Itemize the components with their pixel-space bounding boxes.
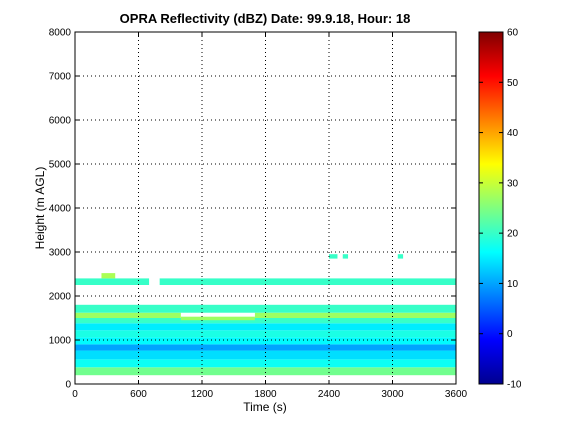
colorbar-tick-label: 60 — [507, 28, 519, 39]
reflectivity-cell — [75, 350, 456, 360]
colorbar-tick-label: 10 — [507, 279, 519, 290]
reflectivity-cell — [159, 278, 456, 285]
reflectivity-cell — [75, 367, 456, 376]
reflectivity-cell — [75, 323, 456, 331]
x-tick-label: 3600 — [445, 389, 468, 400]
x-tick-label: 0 — [72, 389, 78, 400]
colorbar-tick-label: 40 — [507, 128, 519, 139]
colorbar-tick-label: 50 — [507, 78, 519, 89]
y-tick-label: 4000 — [49, 204, 72, 215]
reflectivity-cell — [75, 278, 150, 285]
y-axis-ticks: 0 1000 2000 3000 4000 5000 6000 7000 8000 — [49, 28, 456, 391]
colorbar-tick-label: -10 — [507, 380, 522, 391]
y-tick-label: 0 — [65, 380, 71, 391]
reflectivity-cell — [254, 312, 456, 318]
colorbar-tick-label: 0 — [507, 329, 513, 340]
colorbar — [478, 31, 504, 385]
x-axis-ticks: 0 600 1200 1800 2400 3000 3600 — [72, 32, 468, 400]
reflectivity-cell — [75, 312, 181, 318]
y-tick-label: 5000 — [49, 160, 72, 171]
x-tick-label: 1200 — [191, 389, 214, 400]
x-tick-label: 3000 — [381, 389, 404, 400]
colorbar-tick-label: 30 — [507, 178, 519, 189]
y-tick-label: 7000 — [49, 72, 72, 83]
y-tick-label: 8000 — [49, 28, 72, 39]
reflectivity-cell — [180, 316, 255, 321]
chart-title: OPRA Reflectivity (dBZ) Date: 99.9.18, H… — [120, 11, 411, 26]
x-tick-label: 1800 — [254, 389, 277, 400]
reflectivity-cell — [397, 254, 404, 259]
y-tick-label: 6000 — [49, 116, 72, 127]
y-tick-label: 1000 — [49, 336, 72, 347]
x-axis-label: Time (s) — [243, 400, 287, 414]
reflectivity-cell — [75, 359, 456, 368]
y-tick-label: 3000 — [49, 248, 72, 259]
colorbar-ticks: -10 0 10 20 30 40 50 60 — [479, 28, 522, 391]
y-axis-label: Height (m AGL) — [33, 167, 47, 250]
reflectivity-cell — [75, 330, 456, 338]
y-tick-label: 2000 — [49, 292, 72, 303]
grid-lines — [75, 32, 456, 384]
x-tick-label: 600 — [130, 389, 147, 400]
colorbar-tick-label: 20 — [507, 229, 519, 240]
x-tick-label: 2400 — [318, 389, 341, 400]
reflectivity-cell — [101, 273, 116, 279]
reflectivity-cell — [75, 344, 456, 351]
reflectivity-cell — [329, 254, 338, 259]
reflectivity-cell — [342, 254, 349, 259]
